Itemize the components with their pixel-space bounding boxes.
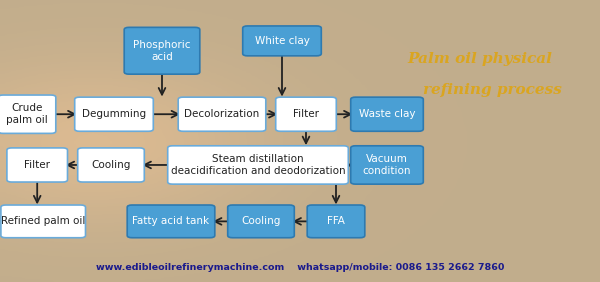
Text: Vacuum
condition: Vacuum condition [363,154,411,176]
Text: Phosphoric
acid: Phosphoric acid [133,39,191,62]
Text: Degumming: Degumming [82,109,146,119]
FancyBboxPatch shape [350,146,424,184]
FancyBboxPatch shape [78,148,144,182]
FancyBboxPatch shape [350,97,424,131]
Text: Palm oil physical: Palm oil physical [407,52,553,66]
Text: Filter: Filter [293,109,319,119]
Text: www.edibleoilrefinerymachine.com    whatsapp/mobile: 0086 135 2662 7860: www.edibleoilrefinerymachine.com whatsap… [96,263,504,272]
FancyBboxPatch shape [124,27,200,74]
FancyBboxPatch shape [307,205,365,238]
FancyBboxPatch shape [1,205,86,238]
Text: Refined palm oil: Refined palm oil [1,216,85,226]
Text: Crude
palm oil: Crude palm oil [6,103,48,125]
Text: Steam distillation
deacidification and deodorization: Steam distillation deacidification and d… [170,154,346,176]
Text: refining process: refining process [422,83,562,97]
Text: Filter: Filter [24,160,50,170]
Text: Waste clay: Waste clay [359,109,415,119]
FancyBboxPatch shape [276,97,337,131]
FancyBboxPatch shape [228,205,295,238]
Text: Cooling: Cooling [241,216,281,226]
FancyBboxPatch shape [7,148,67,182]
FancyBboxPatch shape [168,146,348,184]
FancyBboxPatch shape [127,205,215,238]
FancyBboxPatch shape [242,26,322,56]
Text: White clay: White clay [254,36,310,46]
FancyBboxPatch shape [0,95,56,133]
Text: Decolorization: Decolorization [184,109,260,119]
FancyBboxPatch shape [75,97,154,131]
FancyBboxPatch shape [178,97,266,131]
Text: Cooling: Cooling [91,160,131,170]
Text: Fatty acid tank: Fatty acid tank [133,216,209,226]
Text: FFA: FFA [327,216,345,226]
